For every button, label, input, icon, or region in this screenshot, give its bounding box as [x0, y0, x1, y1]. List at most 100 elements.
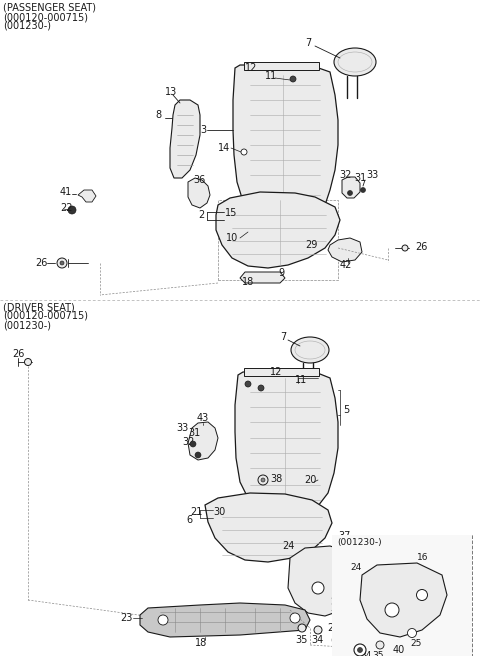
Circle shape [57, 258, 67, 268]
Text: 18: 18 [195, 638, 207, 648]
Polygon shape [235, 372, 338, 517]
Circle shape [195, 452, 201, 458]
Circle shape [354, 644, 366, 656]
Text: 7: 7 [305, 38, 311, 48]
Polygon shape [342, 177, 360, 198]
Text: (000120-000715): (000120-000715) [3, 311, 88, 321]
Bar [332, 535, 472, 656]
Text: 24: 24 [350, 562, 361, 571]
Circle shape [408, 628, 417, 638]
Circle shape [261, 478, 265, 482]
Circle shape [245, 381, 251, 387]
Text: 20: 20 [304, 475, 316, 485]
Circle shape [60, 261, 64, 265]
Circle shape [376, 641, 384, 649]
Text: 7: 7 [280, 332, 286, 342]
Polygon shape [205, 493, 332, 562]
Circle shape [258, 475, 268, 485]
Circle shape [190, 441, 196, 447]
Polygon shape [328, 238, 362, 262]
Bar [332, 535, 472, 656]
Text: (001230-): (001230-) [3, 21, 51, 31]
Polygon shape [170, 100, 200, 178]
Text: 22: 22 [60, 203, 72, 213]
Circle shape [290, 613, 300, 623]
Text: 27: 27 [330, 603, 343, 613]
Polygon shape [216, 192, 340, 268]
Circle shape [298, 624, 306, 632]
Polygon shape [188, 178, 210, 208]
Text: 30: 30 [213, 507, 225, 517]
Bar [244, 62, 319, 70]
Bar [244, 368, 319, 376]
Text: 18: 18 [242, 277, 254, 287]
Text: 32: 32 [339, 170, 351, 180]
Text: 25: 25 [327, 623, 339, 633]
Circle shape [258, 385, 264, 391]
Text: 5: 5 [343, 405, 349, 415]
Text: 43: 43 [197, 413, 209, 423]
Circle shape [68, 206, 76, 214]
Polygon shape [360, 563, 447, 637]
Ellipse shape [291, 337, 329, 363]
Text: 23: 23 [120, 613, 132, 623]
Circle shape [348, 190, 352, 195]
Text: 33: 33 [366, 170, 378, 180]
Ellipse shape [334, 48, 376, 76]
Text: 15: 15 [225, 208, 238, 218]
Polygon shape [78, 190, 96, 202]
Text: 21: 21 [190, 507, 203, 517]
Circle shape [385, 603, 399, 617]
Bar [218, 200, 338, 280]
Text: 26: 26 [415, 242, 427, 252]
Circle shape [358, 647, 362, 653]
Text: (-001230): (-001230) [330, 636, 371, 646]
Text: 36: 36 [193, 175, 205, 185]
Text: 3: 3 [200, 125, 206, 135]
Text: 26: 26 [35, 258, 48, 268]
Text: (001230-): (001230-) [3, 320, 51, 330]
Text: 10: 10 [226, 233, 238, 243]
Text: 11: 11 [295, 375, 307, 385]
Text: 42: 42 [340, 260, 352, 270]
Text: (PASSENGER SEAT): (PASSENGER SEAT) [3, 3, 96, 13]
Circle shape [314, 626, 322, 634]
Text: 24: 24 [282, 541, 294, 551]
Text: 16: 16 [417, 552, 429, 562]
Circle shape [402, 245, 408, 251]
Text: 9: 9 [278, 268, 284, 278]
Text: 12: 12 [270, 367, 282, 377]
Polygon shape [240, 272, 285, 283]
Text: 34: 34 [360, 651, 372, 656]
Text: 32: 32 [182, 437, 194, 447]
Circle shape [290, 76, 296, 82]
Text: (001230-): (001230-) [337, 539, 382, 548]
Text: 2: 2 [198, 210, 204, 220]
Text: 38: 38 [270, 474, 282, 484]
Text: 28: 28 [360, 565, 372, 575]
Text: 31: 31 [354, 173, 366, 183]
Circle shape [158, 615, 168, 625]
Text: 34: 34 [311, 635, 323, 645]
Text: 8: 8 [155, 110, 161, 120]
Circle shape [417, 590, 428, 600]
Circle shape [360, 188, 365, 192]
Circle shape [335, 571, 345, 581]
Text: 13: 13 [165, 87, 177, 97]
Text: 11: 11 [265, 71, 277, 81]
Circle shape [24, 358, 32, 365]
Text: 27: 27 [414, 613, 425, 621]
Text: 37: 37 [338, 531, 350, 541]
Text: 41: 41 [60, 187, 72, 197]
Circle shape [312, 582, 324, 594]
Text: (DRIVER SEAT): (DRIVER SEAT) [3, 302, 75, 312]
Text: 6: 6 [186, 515, 192, 525]
Text: 14: 14 [218, 143, 230, 153]
Text: 29: 29 [305, 240, 317, 250]
Text: 26: 26 [12, 349, 24, 359]
Text: 12: 12 [245, 63, 257, 73]
Polygon shape [188, 422, 218, 460]
Text: (000120-000715): (000120-000715) [3, 12, 88, 22]
Text: 25: 25 [410, 638, 421, 647]
Circle shape [241, 149, 247, 155]
